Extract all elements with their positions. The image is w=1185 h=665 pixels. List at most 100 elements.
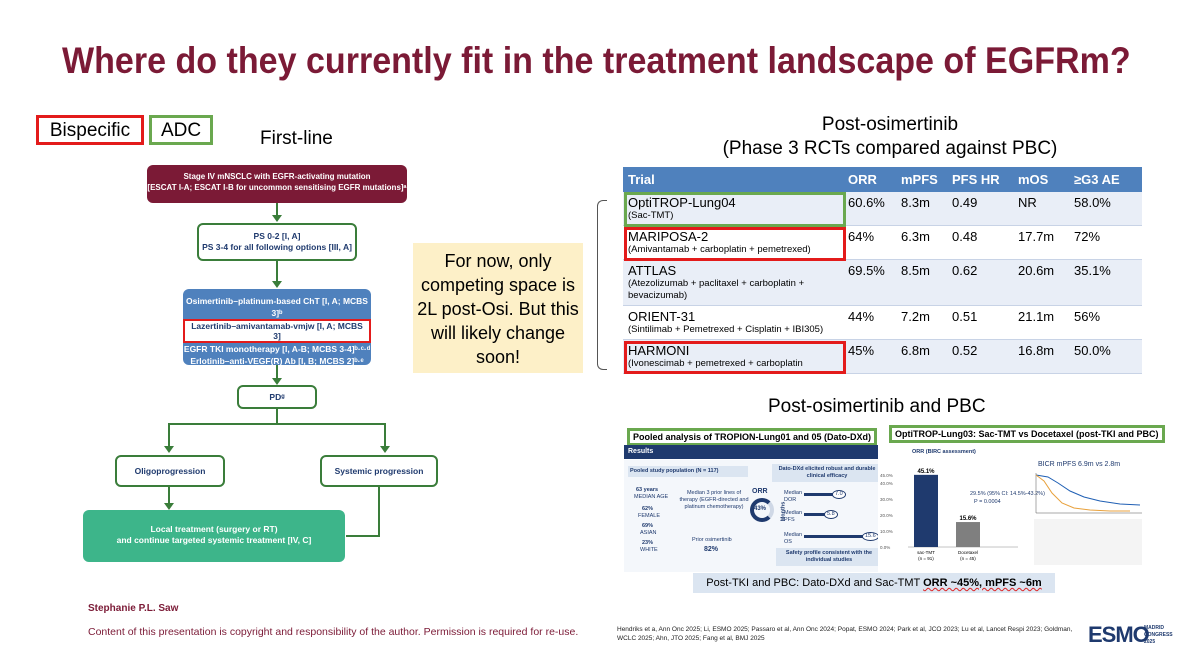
prior-lines: Median 3 prior lines of therapy (EGFR-di… bbox=[679, 490, 749, 510]
prior-osi-value: 82% bbox=[704, 546, 719, 553]
pooled-population: Pooled study population (N = 117) bbox=[628, 466, 748, 477]
trial-regimen: (Ivonescimab + pemetrexed + carboplatin bbox=[628, 358, 803, 369]
flow-header-box: Stage IV mNSCLC with EGFR-activating mut… bbox=[147, 165, 407, 203]
orr-donut bbox=[750, 498, 774, 522]
km-sac-tmt-line bbox=[1035, 474, 1141, 506]
orr-value: 43% bbox=[754, 506, 767, 512]
median-os-label: Median OS bbox=[784, 532, 803, 545]
median-dor: 7.0 bbox=[832, 490, 846, 499]
orr-n-label: (n = 45) bbox=[960, 556, 976, 561]
cell-orr: 44% bbox=[843, 305, 896, 340]
median-pfs: 5.8 bbox=[824, 510, 838, 519]
y-tick-label: 45.0% bbox=[880, 473, 893, 478]
trial-name: MARIPOSA-2 bbox=[628, 229, 709, 244]
asian-value: 69% bbox=[642, 523, 654, 529]
female-value: 62% bbox=[642, 506, 654, 512]
age-value: 63 years bbox=[636, 487, 659, 493]
flow-local-line1: Local treatment (surgery or RT) bbox=[150, 524, 278, 534]
trials-table: Trial ORR mPFS PFS HR mOS ≥G3 AE OptiTRO… bbox=[623, 167, 1142, 374]
cell-mos: 21.1m bbox=[1013, 305, 1069, 340]
flow-ps-line1: PS 0-2 [I, A] bbox=[253, 231, 301, 241]
flow-option-erlotinib: Erlotinib–anti-VEGF(R) Ab [I, B; MCBS 2]… bbox=[190, 356, 364, 366]
female-label: FEMALE bbox=[638, 513, 661, 519]
highlight-optitrop bbox=[624, 192, 846, 227]
cell-mos: 17.7m bbox=[1013, 225, 1069, 260]
trial-name: ORIENT-31 bbox=[628, 309, 696, 324]
os-bar bbox=[804, 535, 864, 538]
y-tick-label: 20.0% bbox=[880, 513, 893, 518]
cell-hr: 0.51 bbox=[947, 305, 1013, 340]
trial-regimen: (Amivantamab + carboplatin + pemetrexed) bbox=[628, 244, 811, 255]
y-tick-label: 10.0% bbox=[880, 529, 893, 534]
safety-note: Safety profile consistent with the indiv… bbox=[776, 548, 882, 566]
cell-hr: 0.62 bbox=[947, 259, 1013, 306]
cell-mos: NR bbox=[1013, 192, 1069, 226]
page-title: Where do they currently fit in the treat… bbox=[62, 40, 1131, 81]
orr-bar-chart: 0.0% 10.0% 20.0% 30.0% 40.0% 45.0% 45.1% sac-TM… bbox=[880, 469, 1018, 561]
flow-option-osimertinib: Osimertinib–platinum-based ChT [I, A; MC… bbox=[186, 296, 368, 318]
references: Hendriks et a, Ann Onc 2025; Li, ESMO 20… bbox=[617, 626, 1073, 642]
flow-local-box: Local treatment (surgery or RT) and cont… bbox=[83, 510, 345, 562]
cell-ae: 72% bbox=[1069, 225, 1142, 260]
dato-efficacy-box: Dato-DXd elicited robust and durable cli… bbox=[772, 464, 882, 482]
cell-mos: 16.8m bbox=[1013, 339, 1069, 374]
cell-mpfs: 8.3m bbox=[896, 192, 947, 226]
orr-difference: 29.5% (95% CI: 14.5%-43.2%) bbox=[970, 491, 1045, 497]
cell-orr: 64% bbox=[843, 225, 896, 260]
bicr-title: BICR mPFS 6.9m vs 2.8m bbox=[1038, 461, 1121, 468]
orr-n-label: (n = 91) bbox=[918, 556, 934, 561]
post-osi-title-line1: Post-osimertinib bbox=[821, 114, 959, 135]
table-row: ATTLAS (Atezolizumab + paclitaxel + carbo… bbox=[623, 259, 1142, 306]
orr-category-label: sac-TMT bbox=[917, 550, 935, 555]
cell-mpfs: 8.5m bbox=[896, 259, 947, 306]
author-name: Stephanie P.L. Saw bbox=[88, 603, 179, 614]
p-value: P = 0.0004 bbox=[974, 499, 1001, 505]
age-label: MEDIAN AGE bbox=[634, 494, 669, 500]
flow-systemic-box: Systemic progression bbox=[320, 455, 438, 487]
orr-bar-0 bbox=[914, 474, 938, 547]
post-osi-title: Post-osimertinib (Phase 3 RCTs compared … bbox=[700, 113, 1080, 161]
cell-hr: 0.49 bbox=[947, 192, 1013, 226]
cell-orr: 69.5% bbox=[843, 259, 896, 306]
pbc-summary: Post-TKI and PBC: Dato-DXd and Sac-TMT O… bbox=[693, 573, 1055, 593]
col-orr: ORR bbox=[843, 167, 896, 192]
pooled-analysis-label: Pooled analysis of TROPION-Lung01 and 05… bbox=[627, 428, 878, 446]
trial-regimen: (Atezolizumab + paclitaxel + carboplatin… bbox=[628, 278, 805, 301]
cell-orr: 60.6% bbox=[843, 192, 896, 226]
cell-mpfs: 6.8m bbox=[896, 339, 947, 374]
orr-label: ORR bbox=[752, 488, 768, 495]
y-tick-label: 30.0% bbox=[880, 497, 893, 502]
flow-ps-line2: PS 3-4 for all following options [III, A… bbox=[202, 242, 352, 252]
cell-mpfs: 7.2m bbox=[896, 305, 947, 340]
first-line-heading: First-line bbox=[260, 128, 333, 149]
orr-bar-value-label: 15.6% bbox=[959, 516, 977, 522]
cell-mpfs: 6.3m bbox=[896, 225, 947, 260]
trial-regimen: (Sac-TMT) bbox=[628, 210, 674, 221]
cell-hr: 0.52 bbox=[947, 339, 1013, 374]
flow-local-line2: and continue targeted systemic treatment… bbox=[116, 535, 312, 545]
median-pfs-label: Median PFS bbox=[784, 510, 803, 523]
pooled-panel: Pooled study population (N = 117) 63 yea… bbox=[624, 460, 886, 572]
median-dor-label: Median DOR bbox=[784, 490, 803, 503]
dor-bar bbox=[804, 493, 834, 496]
orr-bar-1 bbox=[956, 522, 980, 547]
table-header-row: Trial ORR mPFS PFS HR mOS ≥G3 AE bbox=[623, 167, 1142, 192]
trial-name: OptiTROP-Lung04 bbox=[628, 195, 736, 210]
cell-ae: 50.0% bbox=[1069, 339, 1142, 374]
table-row: MARIPOSA-2 (Amivantamab + carboplatin + p… bbox=[623, 225, 1142, 260]
y-tick-label: 40.0% bbox=[880, 481, 893, 486]
highlight-harmoni bbox=[624, 341, 846, 374]
esmo-wordmark: ESMO bbox=[1088, 622, 1150, 647]
pbc-title: Post-osimertinib and PBC bbox=[768, 396, 986, 417]
esmo-logo: ESMO MADRID CONGRESS 2025 bbox=[1088, 622, 1173, 650]
table-row: OptiTROP-Lung04 (Sac-TMT) 60.6% 8.3m 0.49… bbox=[623, 192, 1142, 226]
trial-regimen: (Sintilimab + Pemetrexed + Cisplatin + I… bbox=[628, 324, 824, 335]
flow-header-line2: [ESCAT I-A; ESCAT I-B for uncommon sensi… bbox=[147, 183, 407, 192]
orr-bar-value-label: 45.1% bbox=[917, 469, 935, 475]
prior-osi-label: Prior osimertinib bbox=[692, 537, 732, 543]
adc-legend: ADC bbox=[149, 115, 213, 145]
km-docetaxel-line bbox=[1035, 474, 1130, 512]
col-trial: Trial bbox=[623, 167, 843, 192]
callout-note: For now, only competing space is 2L post… bbox=[413, 243, 583, 373]
flow-option-egfr-tki: EGFR TKI monotherapy [I, A-B; MCBS 3-4]ᵇ… bbox=[183, 344, 371, 354]
